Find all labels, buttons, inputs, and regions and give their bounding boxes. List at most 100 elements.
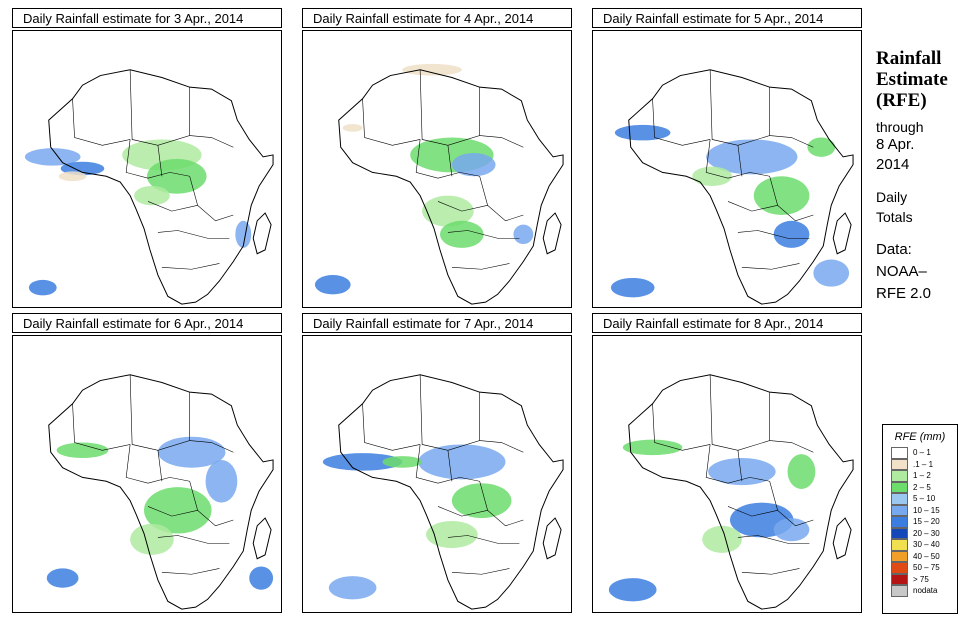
country-border xyxy=(447,145,453,177)
africa-outline xyxy=(338,69,564,305)
country-border xyxy=(189,176,234,222)
country-border xyxy=(737,230,810,239)
panel-title: Daily Rainfall estimate for 4 Apr., 2014 xyxy=(302,8,572,28)
rainfall-map xyxy=(592,30,862,308)
legend-swatch xyxy=(891,481,908,493)
rainfall-area xyxy=(813,259,850,287)
country-border xyxy=(161,568,220,575)
africa-map-svg xyxy=(610,69,854,305)
rainfall-area xyxy=(773,518,810,542)
rainfall-area xyxy=(702,525,742,553)
country-border xyxy=(652,98,711,146)
rainfall-area xyxy=(439,220,484,248)
rainfall-area xyxy=(24,148,81,166)
rainfall-area xyxy=(249,566,274,590)
rainfall-map xyxy=(12,335,282,613)
country-border xyxy=(741,263,800,270)
africa-map-svg xyxy=(24,69,274,305)
rainfall-area xyxy=(402,63,462,76)
rainfall-area xyxy=(614,124,671,141)
country-border xyxy=(709,374,770,451)
rainfall-area xyxy=(130,523,174,555)
madagascar-outline xyxy=(252,212,272,255)
side-data-source: Data: NOAA– RFE 2.0 xyxy=(876,241,932,302)
country-border xyxy=(415,139,480,179)
rainfall-area xyxy=(382,456,423,468)
country-border xyxy=(737,450,743,482)
country-border xyxy=(705,444,770,484)
africa-outline xyxy=(48,374,274,610)
legend-label: 5 – 10 xyxy=(913,494,936,503)
panel-title: Daily Rainfall estimate for 7 Apr., 2014 xyxy=(302,313,572,333)
country-border xyxy=(189,481,234,527)
legend-label: .1 – 1 xyxy=(913,459,934,469)
legend-swatch xyxy=(891,562,908,574)
legend-label: 2 – 5 xyxy=(913,482,931,492)
legend-swatch xyxy=(891,458,908,470)
rainfall-area xyxy=(205,459,238,503)
legend-label: 50 – 75 xyxy=(913,563,940,572)
africa-outline xyxy=(628,374,854,610)
rainfall-area xyxy=(314,275,351,295)
panel-title: Daily Rainfall estimate for 6 Apr., 2014 xyxy=(12,313,282,333)
country-border xyxy=(161,263,220,270)
country-border xyxy=(709,69,770,146)
africa-map-svg xyxy=(46,374,274,610)
rainfall-area xyxy=(56,442,109,459)
rainfall-area xyxy=(608,578,657,602)
rainfall-area xyxy=(692,166,732,186)
rainfall-area xyxy=(622,439,683,456)
rainfall-area xyxy=(157,436,226,468)
country-border xyxy=(72,98,131,146)
country-border xyxy=(147,506,198,517)
rainfall-area xyxy=(58,171,87,182)
side-daily-totals: Daily Totals xyxy=(876,189,913,225)
country-border xyxy=(362,98,421,146)
panel-title: Daily Rainfall estimate for 3 Apr., 2014 xyxy=(12,8,282,28)
country-border xyxy=(125,444,190,484)
rainfall-area xyxy=(773,220,810,248)
country-border xyxy=(769,440,814,453)
country-border xyxy=(157,230,230,239)
rainfall-area xyxy=(46,568,79,588)
legend-label: 30 – 40 xyxy=(913,540,940,549)
legend-swatch xyxy=(891,516,908,528)
africa-map-svg xyxy=(314,63,564,305)
country-border xyxy=(769,176,814,222)
rainfall-area xyxy=(513,224,534,245)
country-border xyxy=(737,535,810,544)
rainfall-area xyxy=(706,139,798,175)
africa-outline xyxy=(338,374,564,610)
rainfall-map xyxy=(592,335,862,613)
africa-map-svg xyxy=(608,374,854,610)
country-border xyxy=(737,145,743,177)
map-panel-apr5: Daily Rainfall estimate for 5 Apr., 2014 xyxy=(592,8,864,308)
side-annotation: Rainfall Estimate (RFE) through 8 Apr. 2… xyxy=(876,48,966,305)
map-panel-apr7: Daily Rainfall estimate for 7 Apr., 2014 xyxy=(302,313,574,613)
map-panel-apr8: Daily Rainfall estimate for 8 Apr., 2014 xyxy=(592,313,864,613)
rainfall-area xyxy=(610,277,655,298)
africa-outline xyxy=(48,69,274,305)
country-border xyxy=(415,444,480,484)
country-border xyxy=(479,440,524,453)
legend-label: 40 – 50 xyxy=(913,551,940,561)
legend: RFE (mm) 0 – 1 .1 – 1 1 – 2 2 – 5 5 – 10… xyxy=(882,424,958,614)
country-border xyxy=(727,201,778,212)
country-border xyxy=(437,506,488,517)
country-border xyxy=(437,201,488,212)
country-border xyxy=(125,139,190,179)
country-border xyxy=(769,481,814,527)
country-border xyxy=(479,135,524,148)
rainfall-area xyxy=(342,123,363,132)
legend-label: nodata xyxy=(913,586,938,595)
legend-swatch xyxy=(891,493,908,505)
legend-swatch xyxy=(891,573,908,585)
country-border xyxy=(362,403,421,451)
rainfall-map xyxy=(12,30,282,308)
legend-label: 15 – 20 xyxy=(913,517,940,526)
legend-label: 10 – 15 xyxy=(913,505,940,515)
legend-swatch xyxy=(891,550,908,562)
rainfall-area xyxy=(807,137,836,157)
madagascar-outline xyxy=(542,212,562,255)
country-border xyxy=(447,535,520,544)
